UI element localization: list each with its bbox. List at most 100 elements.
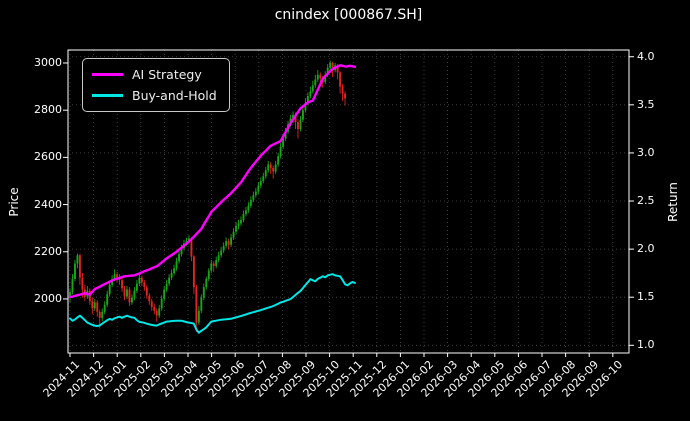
return-tick-label: 2.5 <box>637 194 655 208</box>
candle-body <box>257 185 260 192</box>
legend: AI Strategy Buy-and-Hold <box>82 58 230 112</box>
tick-marks <box>63 56 634 357</box>
return-tick-label: 4.0 <box>637 49 655 63</box>
candle-body <box>140 277 143 283</box>
candle-body <box>135 283 138 291</box>
candle-body <box>138 277 141 284</box>
candle-body <box>274 164 277 172</box>
ai-strategy-line-swatch <box>92 73 123 76</box>
candle-body <box>284 131 287 139</box>
price-tick-label: 2200 <box>34 244 62 258</box>
grid <box>68 50 629 353</box>
candle-body <box>306 96 309 104</box>
candle-body <box>145 287 148 296</box>
candle-body <box>76 255 79 264</box>
candle-body <box>262 176 265 181</box>
candle-body <box>158 308 161 316</box>
candle-body <box>163 289 166 299</box>
candle-body <box>96 302 99 312</box>
candle-body <box>71 278 74 292</box>
candle-body <box>232 231 235 238</box>
candle-body <box>297 121 299 130</box>
candle-body <box>294 114 297 122</box>
candle-body <box>264 170 267 177</box>
candle-body <box>91 301 94 309</box>
candle-body <box>98 311 101 318</box>
candle-body <box>81 277 84 290</box>
candle-body <box>341 86 344 94</box>
candle-body <box>175 261 178 269</box>
candle-body <box>190 238 193 257</box>
legend-item-ai-strategy: AI Strategy <box>92 64 217 85</box>
legend-label: AI Strategy <box>132 67 202 82</box>
candle-body <box>259 180 262 186</box>
candle-body <box>128 289 131 303</box>
candle-body <box>202 287 205 298</box>
candle-body <box>252 195 255 200</box>
candle-body <box>168 277 171 284</box>
candle-body <box>326 67 329 75</box>
candle-body <box>279 146 282 157</box>
return-tick-label: 1.0 <box>637 338 655 352</box>
legend-label: Buy-and-Hold <box>132 88 217 103</box>
candle-body <box>220 250 223 256</box>
candle-body <box>304 103 307 111</box>
price-tick-label: 2000 <box>34 291 62 305</box>
candle-body <box>88 290 91 302</box>
price-tick-label: 2800 <box>34 103 62 117</box>
candle-body <box>126 289 128 297</box>
candle-body <box>178 254 180 262</box>
candle-body <box>165 283 168 290</box>
price-tick-label: 2600 <box>34 150 62 164</box>
candle-body <box>113 274 116 279</box>
candle-body <box>143 282 146 288</box>
candle-body <box>311 85 314 92</box>
candle-body <box>240 219 242 224</box>
candle-body <box>205 278 208 288</box>
price-tick-label: 3000 <box>34 55 62 69</box>
candle-body <box>210 263 213 271</box>
candle-body <box>331 62 334 71</box>
candle-body <box>197 310 200 323</box>
candle-body <box>282 138 285 147</box>
candle-body <box>344 93 347 99</box>
candle-body <box>292 114 294 119</box>
candle-body <box>108 284 111 295</box>
candle-body <box>116 274 119 278</box>
candle-body <box>324 74 327 82</box>
return-tick-label: 3.0 <box>637 145 655 159</box>
candle-body <box>69 291 71 298</box>
candle-body <box>200 297 203 311</box>
candle-body <box>155 310 158 316</box>
candle-body <box>93 302 96 309</box>
candle-body <box>217 255 220 261</box>
candle-body <box>242 214 245 220</box>
candle-body <box>195 287 198 323</box>
candle-body <box>74 263 76 279</box>
candle-body <box>254 191 257 196</box>
candle-body <box>329 62 332 68</box>
return-tick-label: 3.5 <box>637 97 655 111</box>
candle-body <box>272 167 275 172</box>
candle-body <box>235 225 237 232</box>
candle-body <box>215 260 218 266</box>
candle-body <box>101 311 104 318</box>
candle-body <box>319 74 322 79</box>
candle-body <box>247 205 250 211</box>
candle-body <box>244 210 247 215</box>
candle-body <box>160 298 163 309</box>
buy-and-hold-line <box>69 273 356 334</box>
candle-body <box>222 245 225 251</box>
candle-body <box>336 65 339 73</box>
candle-body <box>78 255 81 278</box>
candle-body <box>121 280 123 289</box>
candle-body <box>180 248 183 255</box>
candle-body <box>301 110 304 120</box>
figure-title: cnindex [000867.SH] <box>274 7 423 23</box>
return-tick-label: 2.0 <box>637 242 655 256</box>
candle-body <box>192 256 195 288</box>
candle-body <box>173 268 176 274</box>
candle-body <box>227 241 230 245</box>
candle-body <box>103 304 106 312</box>
